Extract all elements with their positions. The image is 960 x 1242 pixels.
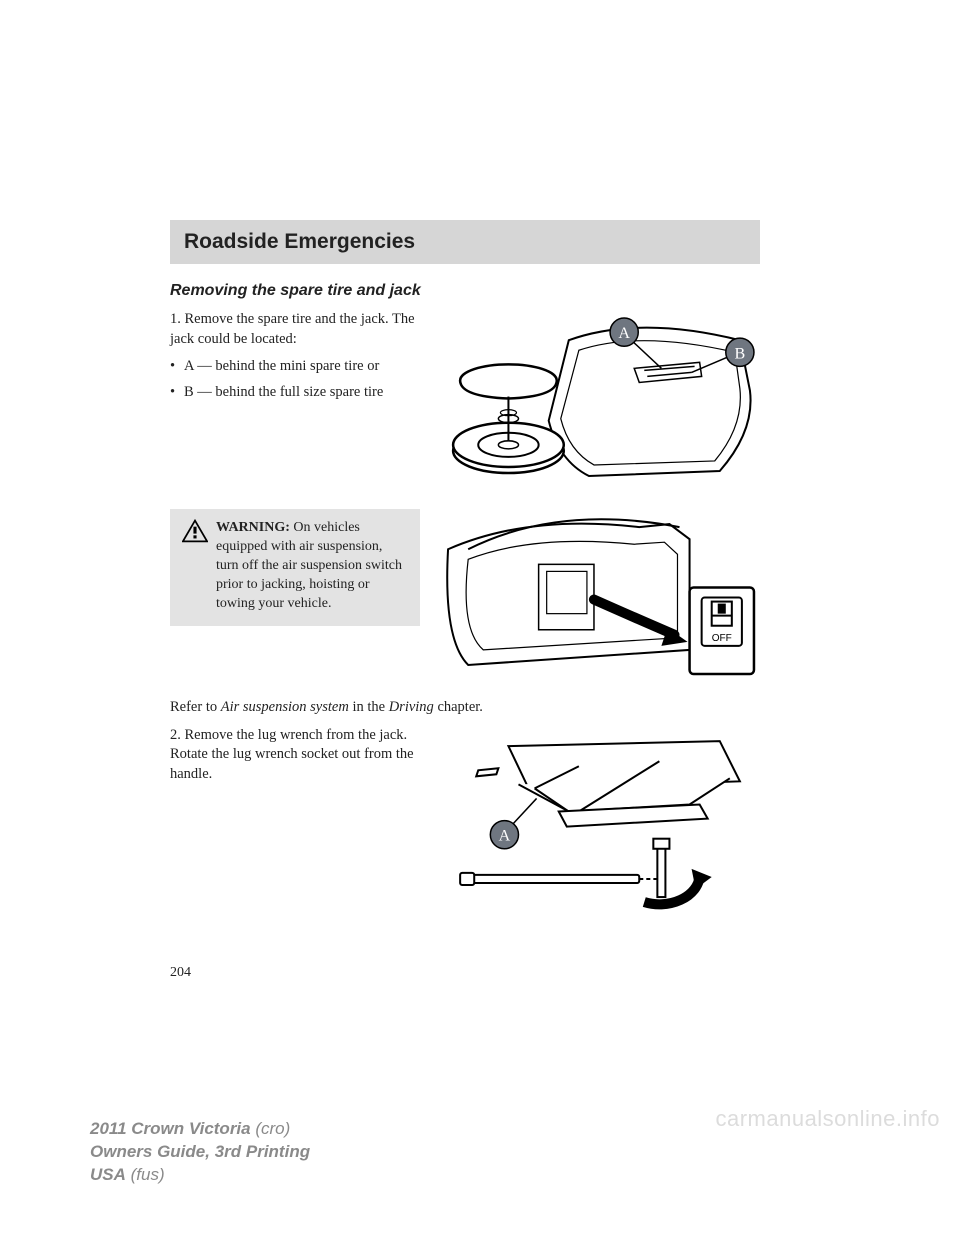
switch-off-label: OFF [712, 633, 732, 644]
manual-page: Roadside Emergencies Removing the spare … [0, 0, 960, 1242]
figure-jack-wrench: A [438, 726, 760, 927]
air-suspension-svg: OFF [438, 509, 760, 680]
reference-line: Refer to Air suspension system in the Dr… [170, 698, 760, 718]
ref-em1: Air suspension system [221, 699, 349, 715]
footer-line3: USA (fus) [90, 1164, 310, 1187]
footer-l2b: Owners Guide, 3rd Printing [90, 1142, 310, 1161]
footer-l1b: 2011 Crown Victoria [90, 1119, 251, 1138]
footer-line1: 2011 Crown Victoria (cro) [90, 1118, 310, 1141]
footer-l3b: USA [90, 1165, 126, 1184]
ref-mid: in the [349, 699, 389, 715]
footer-line2: Owners Guide, 3rd Printing [90, 1141, 310, 1164]
content-area: Roadside Emergencies Removing the spare … [170, 220, 760, 945]
section-header: Roadside Emergencies [170, 220, 760, 264]
footer-l3i: (fus) [126, 1165, 165, 1184]
footer: 2011 Crown Victoria (cro) Owners Guide, … [90, 1118, 310, 1187]
subheading: Removing the spare tire and jack [170, 282, 760, 300]
figure-trunk-spare: A B [438, 310, 760, 491]
step1-text: 1. Remove the spare tire and the jack. T… [170, 310, 420, 408]
warning-text: WARNING: On vehicles equipped with air s… [216, 519, 408, 613]
warning-col: WARNING: On vehicles equipped with air s… [170, 509, 420, 625]
step2-text: 2. Remove the lug wrench from the jack. … [170, 726, 420, 793]
callout-a-label: A [618, 325, 630, 342]
warning-triangle-icon [182, 519, 208, 543]
warning-label: WARNING: [216, 520, 290, 535]
step2-body: 2. Remove the lug wrench from the jack. … [170, 726, 420, 785]
section-title: Roadside Emergencies [184, 230, 746, 254]
step1-intro: 1. Remove the spare tire and the jack. T… [170, 310, 420, 349]
ref-em2: Driving [389, 699, 434, 715]
callout-a2-label: A [499, 827, 511, 844]
bullet-b: B — behind the full size spare tire [170, 383, 420, 403]
bullet-a: A — behind the mini spare tire or [170, 357, 420, 377]
footer-l1i: (cro) [251, 1119, 291, 1138]
figure-air-suspension: OFF [438, 509, 760, 680]
callout-b-label: B [735, 345, 746, 362]
trunk-spare-svg: A B [438, 310, 760, 491]
row-step2: 2. Remove the lug wrench from the jack. … [170, 726, 760, 927]
page-number: 204 [170, 965, 191, 981]
row-step1: 1. Remove the spare tire and the jack. T… [170, 310, 760, 491]
ref-post: chapter. [434, 699, 483, 715]
watermark: carmanualsonline.info [715, 1106, 940, 1132]
ref-pre: Refer to [170, 699, 221, 715]
warning-box: WARNING: On vehicles equipped with air s… [170, 509, 420, 625]
row-warning: WARNING: On vehicles equipped with air s… [170, 509, 760, 680]
jack-svg: A [438, 726, 760, 927]
step1-bullets: A — behind the mini spare tire or B — be… [170, 357, 420, 402]
